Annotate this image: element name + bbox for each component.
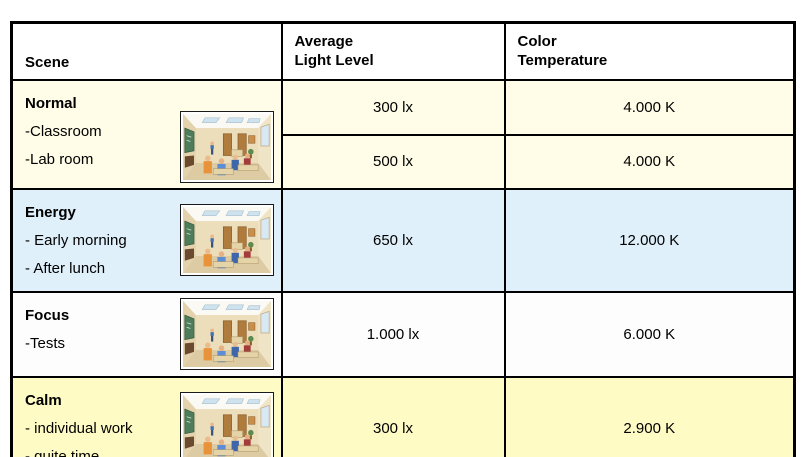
scene-cell-energy: Energy - Early morning - After lunch (10, 187, 283, 293)
scene-detail: -Tests (25, 334, 66, 352)
scene-detail: - quite time (25, 447, 100, 457)
color-temperature-value: 2.900 K (503, 375, 796, 457)
light-level-value: 300 lx (280, 375, 506, 457)
table-row-focus: Focus -Tests (10, 290, 796, 378)
scene-detail: -Classroom (25, 122, 102, 140)
column-header-color-temperature: Color Temperature (503, 21, 796, 81)
light-level-value: 1.000 lx (280, 290, 506, 378)
lighting-scene-table: Scene Average Light Level Color Temperat… (10, 21, 796, 457)
scene-detail: - After lunch (25, 259, 106, 277)
classroom-photo (179, 298, 274, 370)
table-row-normal-2: 500 lx 4.000 K (12, 133, 796, 190)
scene-cell-calm: Calm - individual work - quite time (10, 375, 283, 457)
scene-title: Energy (25, 203, 76, 221)
scene-title: Calm (25, 391, 62, 409)
table-row-calm: Calm - individual work - quite time (10, 375, 796, 457)
light-level-value: 650 lx (280, 187, 506, 293)
scene-detail: - individual work (25, 419, 133, 437)
light-level-value: 500 lx (280, 133, 506, 190)
color-temperature-value: 4.000 K (503, 133, 796, 190)
color-temperature-value: 12.000 K (503, 187, 796, 293)
scene-detail: -Lab room (25, 150, 94, 168)
column-header-average-light-level: Average Light Level (280, 21, 506, 81)
column-header-scene: Scene (10, 21, 283, 81)
classroom-illustration-art (182, 395, 271, 457)
table-row-normal-1: Normal -Classroom -Lab room (10, 78, 796, 190)
color-temperature-value: 6.000 K (503, 290, 796, 378)
table-row-energy: Energy - Early morning - After lunch (10, 187, 796, 293)
classroom-photo (179, 204, 274, 276)
scene-title: Normal (25, 94, 77, 112)
scene-title: Focus (25, 306, 70, 324)
light-level-value: 300 lx (280, 78, 506, 136)
column-header-average-light-level-label: Average Light Level (294, 33, 374, 69)
scene-cell-focus: Focus -Tests (10, 290, 283, 378)
column-header-scene-label: Scene (25, 53, 70, 71)
classroom-photo (179, 392, 274, 457)
classroom-illustration-art (182, 207, 271, 273)
column-header-color-temperature-label: Color Temperature (517, 33, 608, 69)
lighting-scene-table-wrap: Scene Average Light Level Color Temperat… (10, 21, 796, 457)
classroom-illustration-art (182, 113, 271, 180)
classroom-illustration-art (182, 301, 271, 367)
color-temperature-value: 4.000 K (503, 78, 796, 136)
classroom-photo (179, 110, 274, 183)
scene-detail: - Early morning (25, 231, 127, 249)
scene-cell-normal: Normal -Classroom -Lab room (10, 78, 283, 190)
header-row: Scene Average Light Level Color Temperat… (10, 21, 796, 81)
